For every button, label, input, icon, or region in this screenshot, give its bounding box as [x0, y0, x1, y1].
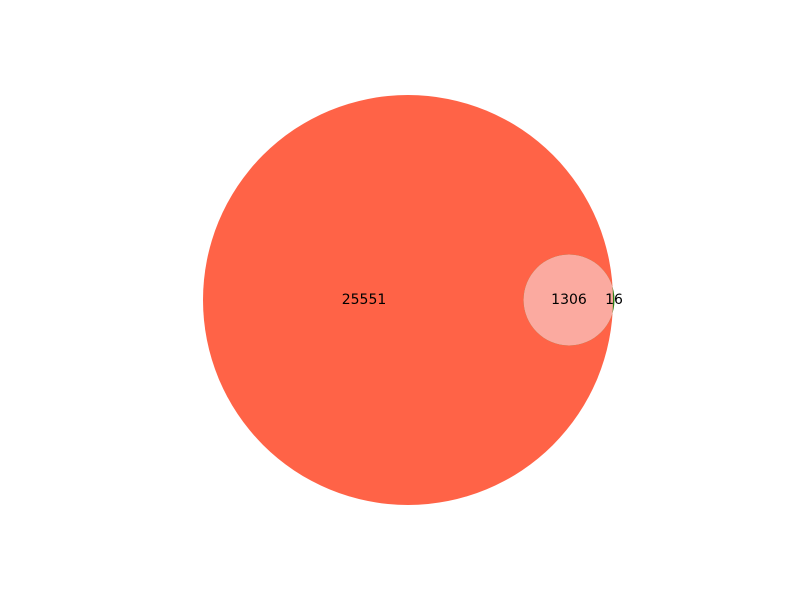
region-label-intersection: 1306 [551, 292, 587, 308]
set-a-circle [203, 95, 613, 505]
intersection-region [523, 254, 613, 346]
region-label-a-only: 25551 [342, 292, 387, 308]
region-label-b-only: 16 [605, 292, 623, 308]
